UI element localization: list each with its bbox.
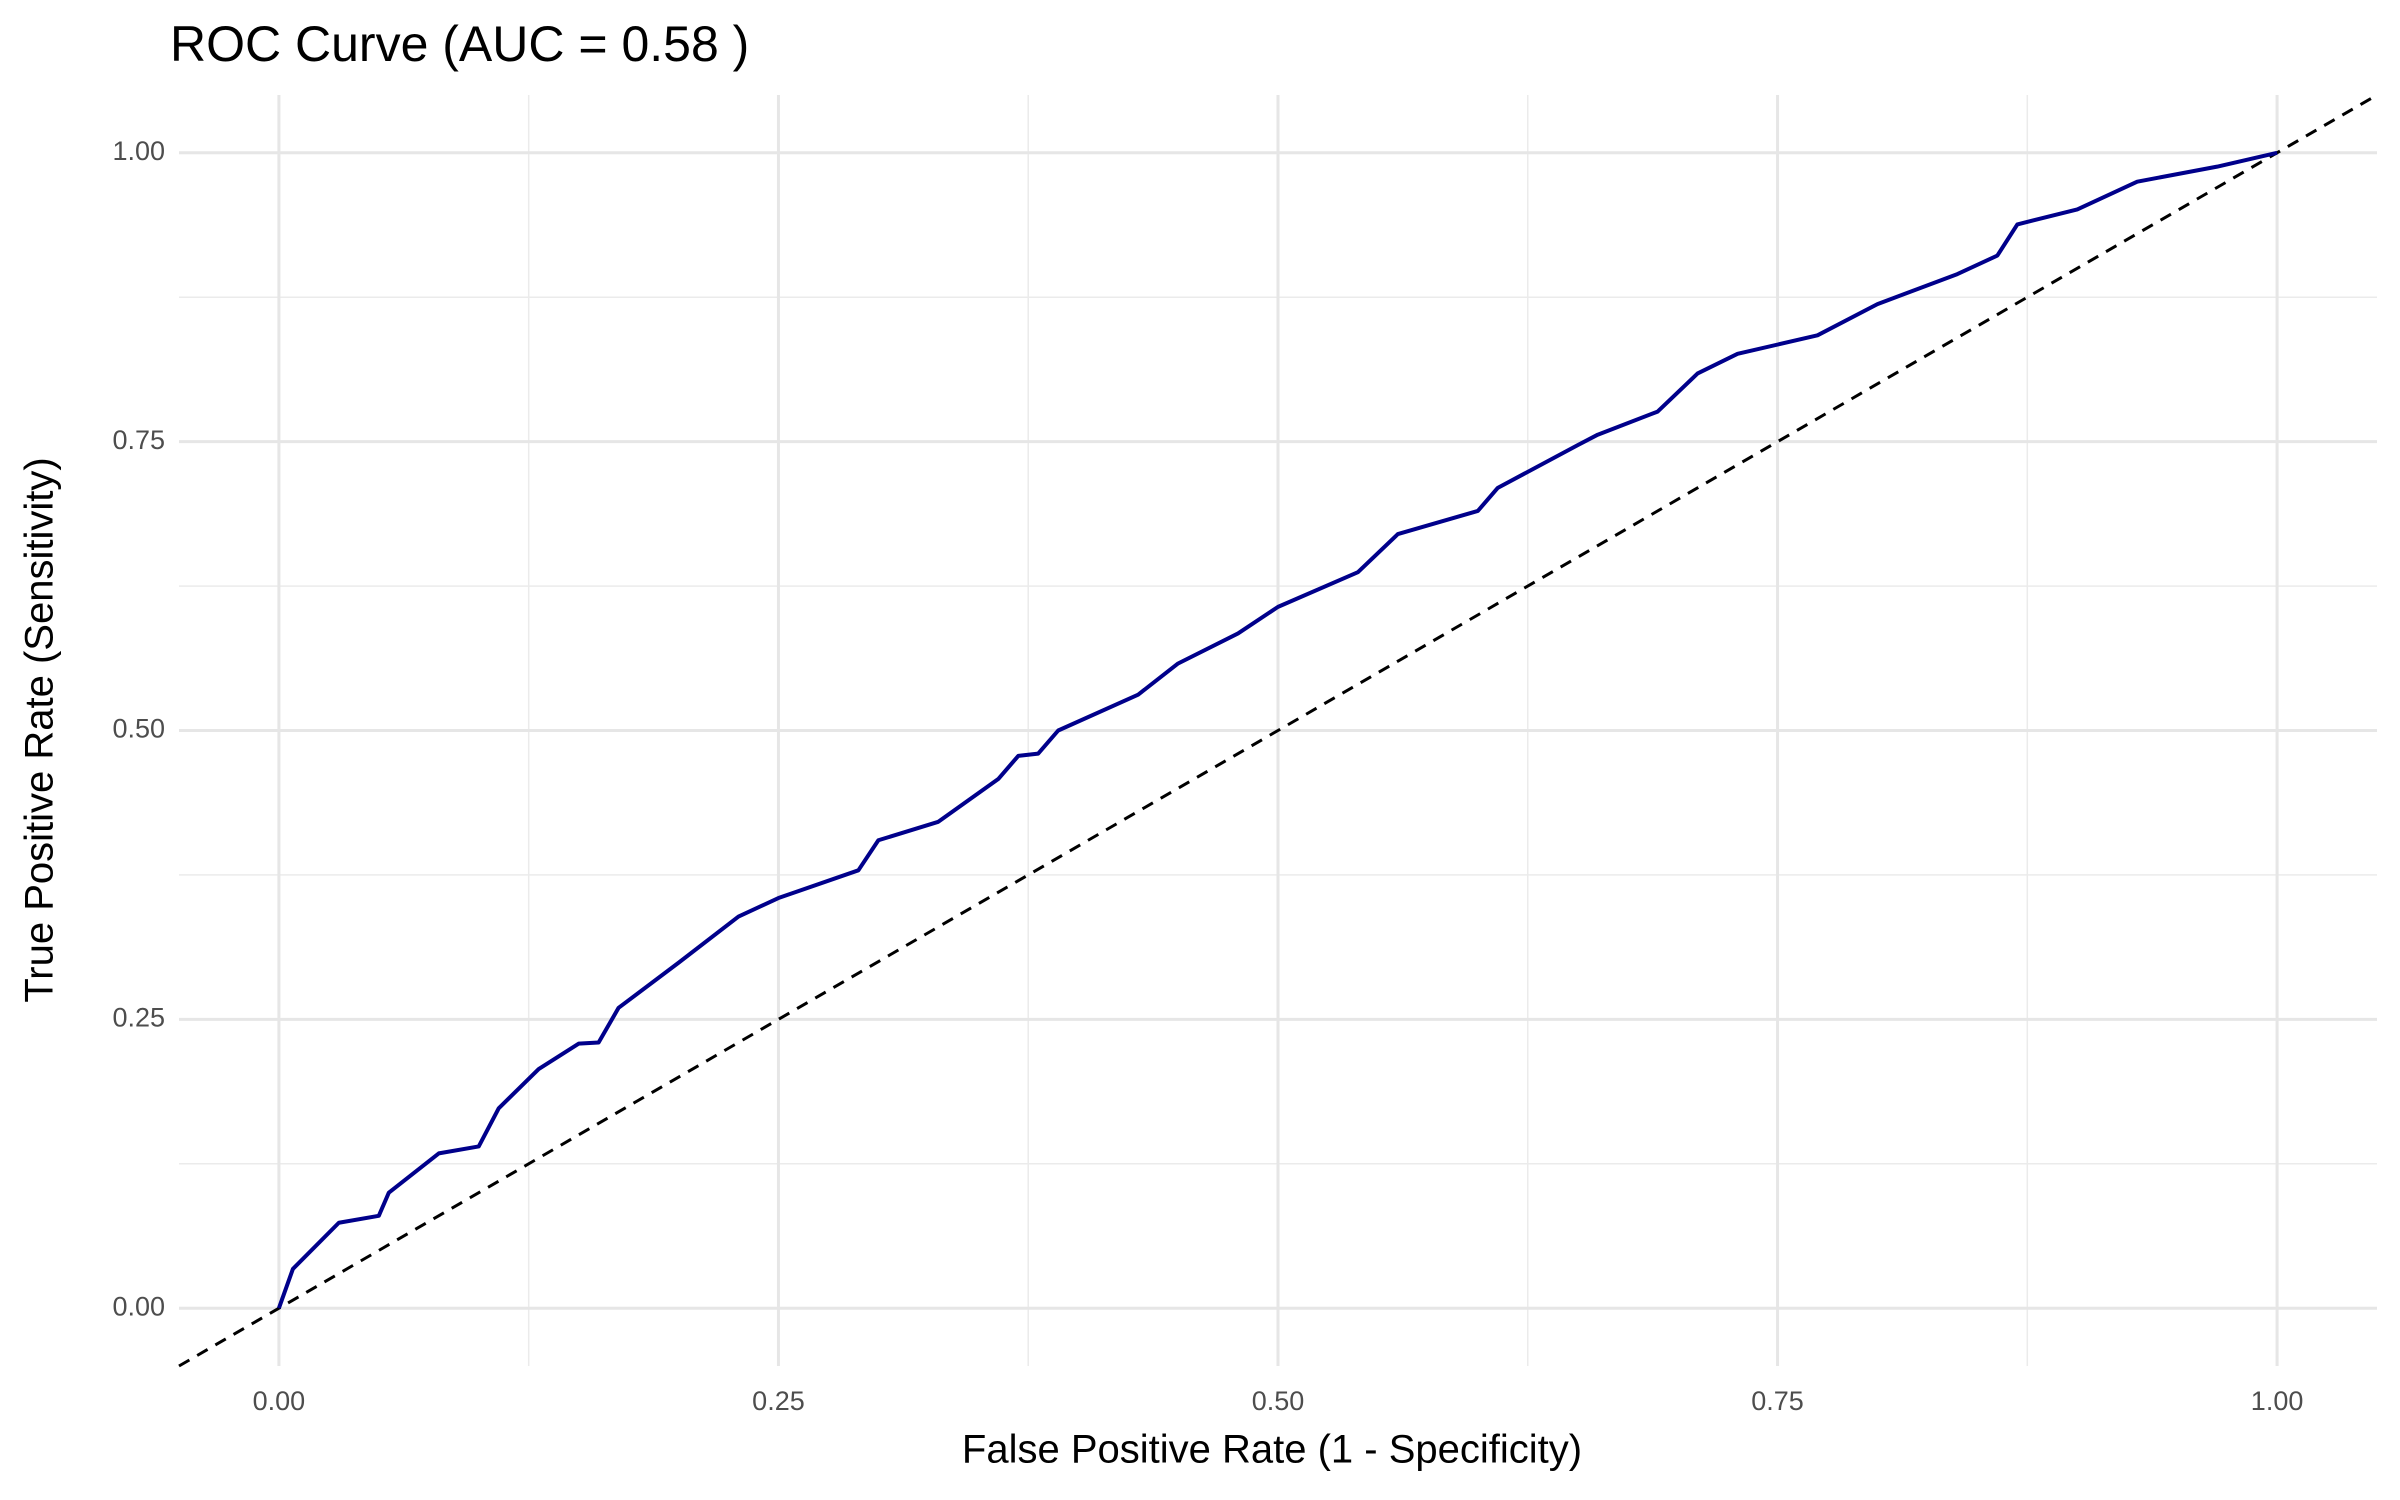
roc-curve <box>277 150 2278 1309</box>
reference-line <box>178 93 2378 1368</box>
x-tick-label: 1.00 <box>2251 1386 2304 1416</box>
x-tick-label: 0.25 <box>752 1386 805 1416</box>
y-tick-label: 0.00 <box>112 1291 165 1321</box>
x-axis-title: False Positive Rate (1 - Specificity) <box>962 1428 1582 1472</box>
x-tick-label: 0.00 <box>253 1386 306 1416</box>
x-tick-label: 0.50 <box>1252 1386 1305 1416</box>
y-axis-title: True Positive Rate (Sensitivity) <box>18 457 62 1002</box>
y-tick-label: 0.25 <box>112 1002 165 1032</box>
chart-title: ROC Curve (AUC = 0.58 ) <box>170 16 749 72</box>
y-tick-label: 0.50 <box>112 714 165 744</box>
grid <box>179 95 2377 1366</box>
y-tick-label: 1.00 <box>112 136 165 166</box>
x-tick-label: 0.75 <box>1751 1386 1804 1416</box>
y-tick-label: 0.75 <box>112 425 165 455</box>
